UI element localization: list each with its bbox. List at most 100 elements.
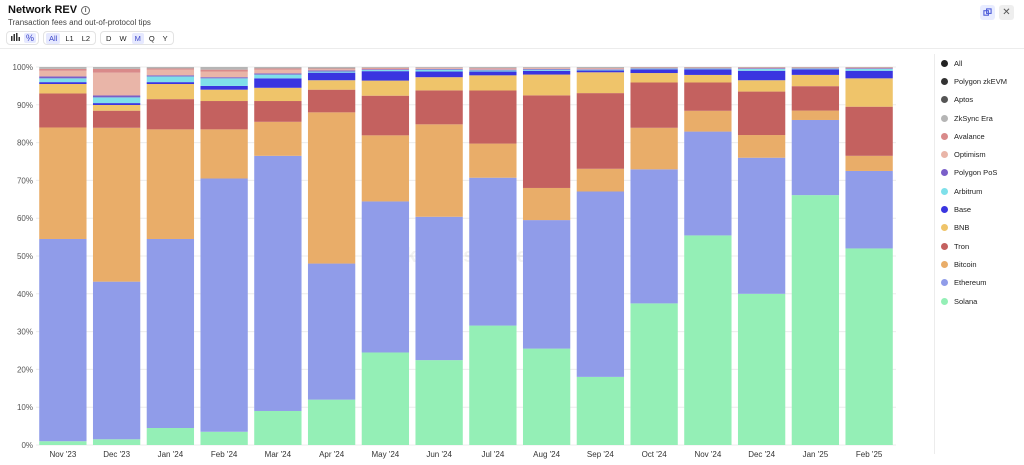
bar-segment-avalance [307,68,356,70]
legend-item[interactable]: Aptos [941,91,1022,109]
legend-item[interactable]: Polygon PoS [941,164,1022,182]
x-tick-label: Jan '25 [803,450,829,459]
legend-label: ZkSync Era [954,113,993,123]
bar-segment-tron [200,101,248,130]
bar-segment-zksync-era [254,67,302,69]
legend-item[interactable]: Base [941,200,1022,218]
bar-segment-zksync-era [522,67,571,68]
legend-item[interactable]: Arbitrum [941,182,1022,200]
legend-item[interactable]: Optimism [941,145,1022,163]
bar-segment-bnb [361,80,410,96]
bar-segment-bitcoin [361,135,410,202]
bar-segment-bitcoin [845,155,893,171]
bar-segment-ethereum [415,216,463,361]
legend-item[interactable]: Bitcoin [941,255,1022,273]
bar-segment-optimism [254,69,302,74]
bar-segment-solana [415,360,463,445]
filter-all[interactable]: All [46,32,61,44]
bar-segment-tron [791,86,840,111]
bar-segment-avalance [791,67,840,68]
bar-segment-tron [522,95,571,188]
x-tick-label: Jul '24 [481,450,504,459]
bar-segment-base [684,69,732,75]
bar-segment-optimism [630,67,678,69]
legend-item[interactable]: ZkSync Era [941,109,1022,127]
bar-segment-bnb [684,74,732,83]
filter-l1[interactable]: L1 [65,33,74,43]
bar-segment-base [576,70,625,73]
interval-year[interactable]: Y [162,33,168,43]
bar-segment-polygon-pos [737,68,786,69]
y-tick-label: 30% [17,328,33,337]
legend-dot-icon [941,169,948,177]
info-icon[interactable]: i [81,5,91,15]
interval-day[interactable]: D [106,33,112,43]
bar-chart-icon[interactable] [9,33,22,43]
bar-segment-arbitrum [307,71,356,73]
y-tick-label: 0% [21,441,33,450]
bar-segment-bnb [415,77,463,91]
bar-segment-polygon-pos [415,68,463,70]
bar-segment-optimism [576,68,625,70]
chart-subtitle: Transaction fees and out-of-protocol tip… [8,18,151,27]
bar-segment-polygon-pos [630,68,678,69]
bar-segment-bitcoin [92,127,141,282]
legend-label: Arbitrum [954,186,983,196]
chart-type-toggle: % [6,31,40,45]
bar-segment-solana [522,348,571,445]
legend-label: Polygon PoS [954,168,998,178]
legend-item[interactable]: All [941,54,1022,72]
bar-segment-tron [469,90,517,144]
legend-item[interactable]: BNB [941,219,1022,237]
y-tick-label: 60% [17,214,33,223]
bar-segment-base [415,71,463,78]
duplicate-icon[interactable] [980,5,995,20]
close-icon[interactable]: ✕ [999,5,1014,20]
filter-l2[interactable]: L2 [81,33,91,43]
percent-icon[interactable]: % [24,33,37,43]
bar-segment-bitcoin [39,127,87,239]
y-tick-label: 90% [17,101,33,110]
bar-segment-base [361,71,410,81]
bar-segment-ethereum [630,169,678,304]
bar-segment-bnb [200,89,248,102]
bar-segment-arbitrum [576,69,625,71]
legend-dot-icon [941,114,948,122]
bar-segment-tron [361,95,410,136]
bar-segment-base [146,82,195,85]
bar-segment-base [92,103,141,105]
bar-segment-solana [630,303,678,445]
legend-dot-icon [941,224,948,232]
bar-segment-solana [576,376,625,445]
bar-segment-tron [415,90,463,125]
bar-segment-optimism [522,68,571,69]
legend-label: Ethereum [954,278,987,288]
legend-label: All [954,58,963,68]
stacked-bar-chart: 0% 10% 20% 30% 40% 50% 60% 70% 80% 90% 100% Blockwo… [13,63,896,459]
bar-segment-bnb [576,72,625,94]
legend-item[interactable]: Ethereum [941,274,1022,292]
bar-segment-solana [684,235,732,445]
bar-segment-base [630,69,678,74]
interval-quarter[interactable]: Q [148,33,155,43]
interval-month[interactable]: M [131,32,144,44]
legend-item[interactable]: Avalance [941,127,1022,145]
bar-segment-polygon-pos [522,68,571,70]
bar-segment-arbitrum [415,69,463,72]
x-tick-label: Feb '25 [856,450,883,459]
bar-segment-base [845,70,893,79]
legend-item[interactable]: Tron [941,237,1022,255]
bar-segment-ethereum [791,119,840,196]
bar-segment-zksync-era [469,67,517,69]
bar-segment-solana [92,439,141,445]
bar-segment-tron [737,91,786,136]
interval-week[interactable]: W [119,33,127,43]
x-tick-label: Dec '23 [103,450,130,459]
bar-segment-polygon-pos [200,77,248,79]
bar-segment-zksync-era [361,67,410,68]
bar-segment-bitcoin [791,110,840,120]
legend-item[interactable]: Polygon zkEVM [941,72,1022,90]
bar-segment-avalance [415,67,463,69]
legend-item[interactable]: Solana [941,292,1022,310]
bar-segment-avalance [254,68,302,70]
